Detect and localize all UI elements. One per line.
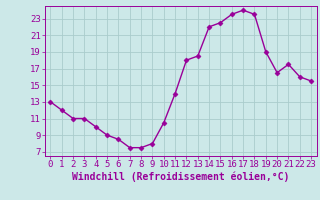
X-axis label: Windchill (Refroidissement éolien,°C): Windchill (Refroidissement éolien,°C)	[72, 172, 290, 182]
